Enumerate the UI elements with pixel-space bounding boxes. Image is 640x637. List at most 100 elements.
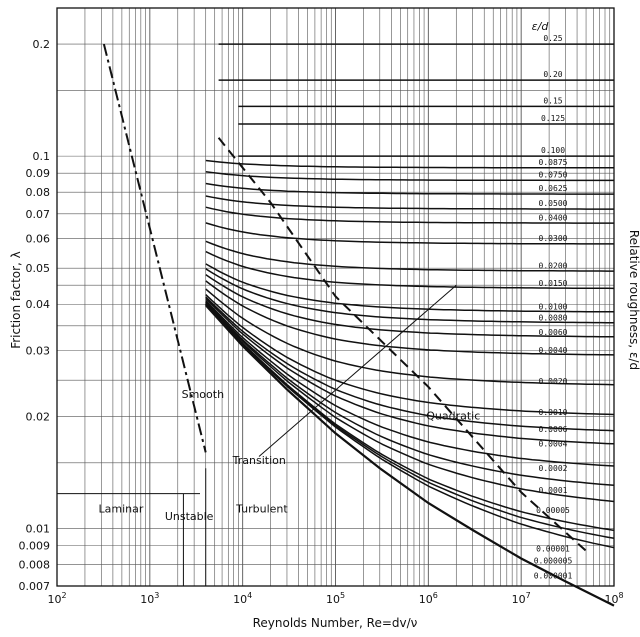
roughness-curve [205, 299, 615, 467]
y-tick-label: 0.008 [19, 558, 51, 571]
roughness-curve [205, 280, 615, 356]
roughness-label: 0.15 [543, 96, 562, 105]
x-tick-base: 10 [326, 593, 340, 606]
x-tick-base: 10 [233, 593, 247, 606]
x-tick-label: 108 [604, 591, 623, 606]
x-tick-base: 10 [140, 593, 154, 606]
roughness-curve [205, 288, 615, 386]
roughness-label: 0.00005 [536, 506, 570, 515]
roughness-label: 0.0875 [539, 158, 568, 167]
roughness-label: 0.0400 [539, 213, 568, 222]
roughness-curve [205, 240, 614, 272]
x-tick-exponent: 5 [340, 591, 345, 600]
roughness-curve [205, 250, 615, 290]
smooth-pipe-curve [204, 304, 615, 607]
y-tick-label: 0.09 [26, 167, 51, 180]
y-tick-label: 0.2 [33, 38, 51, 51]
roughness-label: 0.0004 [539, 439, 568, 448]
roughness-label: 0.0020 [539, 377, 568, 386]
y-tick-label: 0.009 [19, 539, 51, 552]
x-tick-exponent: 8 [618, 591, 623, 600]
roughness-curve [205, 263, 614, 313]
roughness-label: 0.0100 [539, 303, 568, 312]
y-tick-label: 0.03 [26, 345, 51, 358]
y-tick-label: 0.04 [26, 298, 51, 311]
roughness-label: 0.0500 [539, 199, 568, 208]
roughness-label: 0.0002 [539, 464, 568, 473]
roughness-label: 0.0060 [539, 328, 568, 337]
region-label: Unstable [165, 510, 214, 523]
x-tick-label: 107 [512, 591, 531, 606]
x-tick-base: 10 [47, 593, 61, 606]
x-tick-exponent: 4 [247, 591, 252, 600]
curves [102, 43, 615, 607]
x-tick-exponent: 2 [61, 591, 66, 600]
x-tick-base: 10 [604, 593, 618, 606]
roughness-curve [205, 303, 615, 532]
region-label: Turbulent [235, 503, 288, 516]
roughness-label: 0.0001 [539, 486, 568, 495]
roughness-curve [205, 159, 614, 169]
y-tick-label: 0.02 [26, 410, 51, 423]
x-tick-exponent: 3 [154, 591, 159, 600]
quadratic-boundary-line [217, 137, 587, 552]
roughness-curve [205, 182, 614, 195]
y-axis-label: Friction factor, λ [9, 251, 23, 349]
annotation: Smooth [182, 388, 224, 401]
x-tick-label: 104 [233, 591, 252, 606]
x-tick-label: 106 [419, 591, 438, 606]
y-tick-label: 0.06 [26, 233, 51, 246]
roughness-label: 0.20 [543, 70, 562, 79]
roughness-label: 0.000001 [534, 571, 573, 580]
x-axis-label: Reynolds Number, Re=dv/ν [253, 616, 418, 630]
roughness-curve [205, 222, 614, 245]
roughness-label: 0.0040 [539, 346, 568, 355]
roughness-label: 0.0006 [539, 425, 568, 434]
roughness-curve [205, 297, 615, 445]
roughness-label: 0.00001 [536, 545, 570, 554]
x-tick-base: 10 [512, 593, 526, 606]
x-tick-exponent: 6 [433, 591, 438, 600]
y-tick-label: 0.1 [33, 150, 51, 163]
roughness-curve [205, 170, 614, 182]
roughness-label: 0.0080 [539, 314, 568, 323]
roughness-curve [205, 301, 615, 487]
roughness-label: 0.100 [541, 146, 565, 155]
roughness-label: 0.0625 [539, 184, 568, 193]
roughness-curve [205, 294, 615, 416]
labels: 102 103 104 105 106 107 1080.20.10.090.080.070… [9, 20, 640, 630]
y-tick-label: 0.007 [19, 580, 51, 593]
roughness-header: ε/d [532, 20, 550, 33]
y-tick-label: 0.08 [26, 186, 51, 199]
roughness-curve [205, 302, 615, 503]
roughness-label: 0.0750 [539, 171, 568, 180]
roughness-curve [205, 273, 615, 338]
transition-line [258, 284, 457, 457]
region-label: Laminar [99, 503, 144, 516]
annotation: Quadratic [426, 410, 480, 423]
roughness-label: 0.0300 [539, 234, 568, 243]
x-tick-label: 105 [326, 591, 345, 606]
y-tick-label: 0.07 [26, 208, 51, 221]
y-tick-label: 0.01 [26, 522, 51, 535]
annotation: Transition [232, 454, 286, 467]
roughness-curve [205, 296, 615, 432]
roughness-label: 0.0150 [539, 279, 568, 288]
roughness-label: 0.0200 [539, 261, 568, 270]
x-tick-base: 10 [419, 593, 433, 606]
roughness-curve [205, 303, 615, 549]
roughness-curve [205, 268, 614, 324]
roughness-label: 0.0010 [539, 408, 568, 417]
roughness-curve [205, 206, 614, 224]
plot-frame [56, 7, 615, 587]
roughness-label: 0.25 [543, 34, 562, 43]
right-axis-label: Relative roughness, ε/d [627, 230, 640, 370]
roughness-label: 0.000005 [534, 556, 573, 565]
x-tick-label: 102 [47, 591, 66, 606]
y-tick-label: 0.05 [26, 262, 51, 275]
laminar-line [102, 43, 207, 453]
roughness-curve [205, 195, 614, 210]
roughness-label: 0.125 [541, 114, 565, 123]
x-tick-label: 103 [140, 591, 159, 606]
